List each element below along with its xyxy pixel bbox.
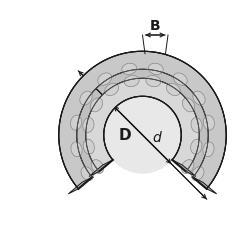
- Circle shape: [104, 96, 181, 174]
- Ellipse shape: [71, 142, 82, 157]
- Ellipse shape: [193, 91, 205, 105]
- Ellipse shape: [181, 160, 194, 173]
- Ellipse shape: [191, 139, 202, 154]
- Ellipse shape: [105, 83, 118, 96]
- Ellipse shape: [124, 76, 139, 87]
- Ellipse shape: [203, 115, 214, 130]
- Ellipse shape: [166, 83, 180, 96]
- Ellipse shape: [146, 76, 161, 87]
- Ellipse shape: [80, 91, 92, 105]
- Polygon shape: [89, 160, 113, 176]
- Polygon shape: [86, 78, 199, 172]
- Polygon shape: [68, 177, 92, 194]
- Polygon shape: [59, 51, 226, 189]
- Ellipse shape: [203, 142, 214, 157]
- Ellipse shape: [90, 98, 103, 112]
- Polygon shape: [172, 160, 196, 176]
- Ellipse shape: [91, 160, 104, 173]
- Ellipse shape: [174, 73, 187, 85]
- Text: B: B: [150, 19, 160, 33]
- Ellipse shape: [148, 63, 163, 74]
- Ellipse shape: [98, 73, 112, 85]
- Ellipse shape: [122, 63, 137, 74]
- Ellipse shape: [182, 98, 195, 112]
- Ellipse shape: [83, 139, 94, 154]
- Ellipse shape: [70, 115, 82, 130]
- Ellipse shape: [81, 167, 94, 180]
- Polygon shape: [77, 69, 208, 177]
- Ellipse shape: [192, 167, 204, 180]
- Polygon shape: [193, 177, 217, 194]
- Text: d: d: [152, 130, 160, 144]
- Text: D: D: [119, 128, 131, 142]
- Ellipse shape: [83, 118, 94, 132]
- Ellipse shape: [191, 118, 202, 132]
